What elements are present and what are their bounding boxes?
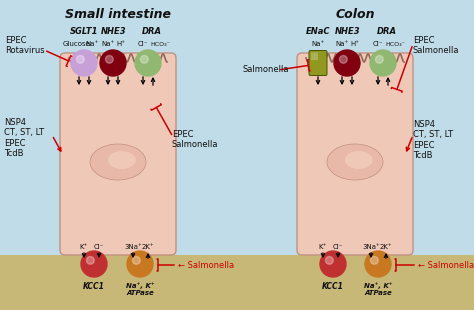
Text: 3Na⁺: 3Na⁺ <box>124 244 142 250</box>
FancyBboxPatch shape <box>297 53 413 255</box>
Text: NHE3: NHE3 <box>335 27 361 36</box>
Circle shape <box>371 256 378 264</box>
Text: HCO₃⁻: HCO₃⁻ <box>385 42 405 47</box>
Text: K⁺: K⁺ <box>319 244 327 250</box>
Circle shape <box>365 251 391 277</box>
Circle shape <box>334 50 360 76</box>
Text: SGLT1: SGLT1 <box>70 27 98 36</box>
Circle shape <box>320 251 346 277</box>
Text: Colon: Colon <box>335 8 375 21</box>
Text: KCC1: KCC1 <box>322 282 344 291</box>
Text: Na⁺: Na⁺ <box>336 41 348 47</box>
Text: Cl⁻: Cl⁻ <box>138 41 148 47</box>
Text: ← Salmonella: ← Salmonella <box>178 260 234 269</box>
Circle shape <box>375 55 383 63</box>
Text: 2K⁺: 2K⁺ <box>142 244 155 250</box>
Text: NHE3: NHE3 <box>101 27 127 36</box>
Ellipse shape <box>327 144 383 180</box>
Text: Cl⁻: Cl⁻ <box>333 244 343 250</box>
Text: Cl⁻: Cl⁻ <box>373 41 383 47</box>
Circle shape <box>132 256 140 264</box>
Text: H⁺: H⁺ <box>350 41 359 47</box>
FancyBboxPatch shape <box>309 51 327 76</box>
Text: DRA: DRA <box>142 27 162 36</box>
Circle shape <box>339 55 347 63</box>
FancyBboxPatch shape <box>311 52 318 60</box>
Text: Na⁺: Na⁺ <box>85 41 99 47</box>
Text: Na⁺, K⁺
ATPase: Na⁺, K⁺ ATPase <box>126 282 155 296</box>
Circle shape <box>86 256 94 264</box>
Circle shape <box>370 50 396 76</box>
Ellipse shape <box>90 144 146 180</box>
Text: H⁺: H⁺ <box>117 41 126 47</box>
Text: DRA: DRA <box>377 27 397 36</box>
Text: Glucose: Glucose <box>63 41 91 47</box>
Text: Cl⁻: Cl⁻ <box>94 244 104 250</box>
Circle shape <box>76 55 84 63</box>
Text: 3Na⁺: 3Na⁺ <box>362 244 380 250</box>
Circle shape <box>135 50 161 76</box>
Bar <box>0 255 474 310</box>
Text: Na⁺: Na⁺ <box>101 41 115 47</box>
Text: 2K⁺: 2K⁺ <box>380 244 392 250</box>
Circle shape <box>326 256 333 264</box>
Text: ← Salmonella: ← Salmonella <box>418 260 474 269</box>
FancyBboxPatch shape <box>60 53 176 255</box>
Circle shape <box>105 55 113 63</box>
Text: K⁺: K⁺ <box>80 244 88 250</box>
Text: KCC1: KCC1 <box>83 282 105 291</box>
Circle shape <box>71 50 97 76</box>
Text: Na⁺, K⁺
ATPase: Na⁺, K⁺ ATPase <box>364 282 392 296</box>
Text: Na⁺: Na⁺ <box>311 41 325 47</box>
Circle shape <box>81 251 107 277</box>
Text: EPEC
Salmonella: EPEC Salmonella <box>413 36 459 55</box>
Text: EPEC
Salmonella: EPEC Salmonella <box>172 130 219 149</box>
Text: Small intestine: Small intestine <box>65 8 171 21</box>
Text: EPEC
Rotavirus: EPEC Rotavirus <box>5 36 45 55</box>
Text: Salmonella: Salmonella <box>243 65 290 74</box>
Text: NSP4
CT, ST, LT
EPEC
TcdB: NSP4 CT, ST, LT EPEC TcdB <box>4 118 44 158</box>
Ellipse shape <box>345 151 373 169</box>
Text: ENaC: ENaC <box>306 27 330 36</box>
Circle shape <box>100 50 126 76</box>
Text: NSP4
CT, ST, LT
EPEC
TcdB: NSP4 CT, ST, LT EPEC TcdB <box>413 120 453 160</box>
Ellipse shape <box>108 151 136 169</box>
Circle shape <box>140 55 148 63</box>
Text: HCO₃⁻: HCO₃⁻ <box>150 42 170 47</box>
Circle shape <box>127 251 153 277</box>
